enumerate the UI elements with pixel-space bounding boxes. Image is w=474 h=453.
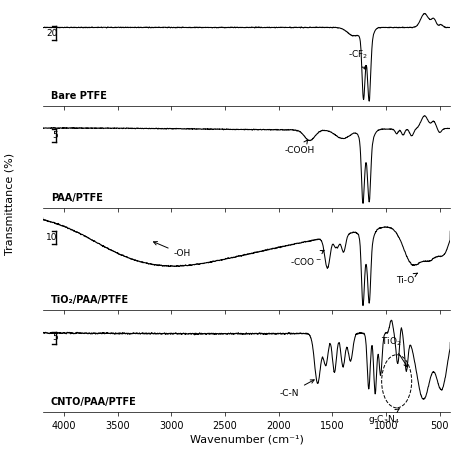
Text: -COO$^-$: -COO$^-$ (290, 251, 324, 266)
Text: -C-N: -C-N (280, 380, 314, 398)
Text: g-C$_3$N$_4$: g-C$_3$N$_4$ (368, 409, 400, 426)
Text: -COOH: -COOH (285, 140, 315, 155)
Text: 5: 5 (52, 131, 58, 140)
Text: Transmittance (%): Transmittance (%) (5, 153, 15, 255)
Text: 20: 20 (46, 29, 58, 38)
Text: 10: 10 (46, 233, 58, 242)
Text: -OH: -OH (154, 241, 191, 259)
Text: Bare PTFE: Bare PTFE (51, 91, 107, 101)
Text: PAA/PTFE: PAA/PTFE (51, 193, 103, 203)
Text: Ti-O: Ti-O (396, 273, 417, 285)
Text: -CF$_2$: -CF$_2$ (348, 49, 369, 69)
Text: 5: 5 (52, 333, 58, 342)
Text: TiO₂/PAA/PTFE: TiO₂/PAA/PTFE (51, 295, 129, 305)
X-axis label: Wavenumber (cm⁻¹): Wavenumber (cm⁻¹) (190, 434, 303, 444)
Text: TiO$_2$: TiO$_2$ (381, 336, 408, 367)
Text: CNTO/PAA/PTFE: CNTO/PAA/PTFE (51, 397, 137, 407)
